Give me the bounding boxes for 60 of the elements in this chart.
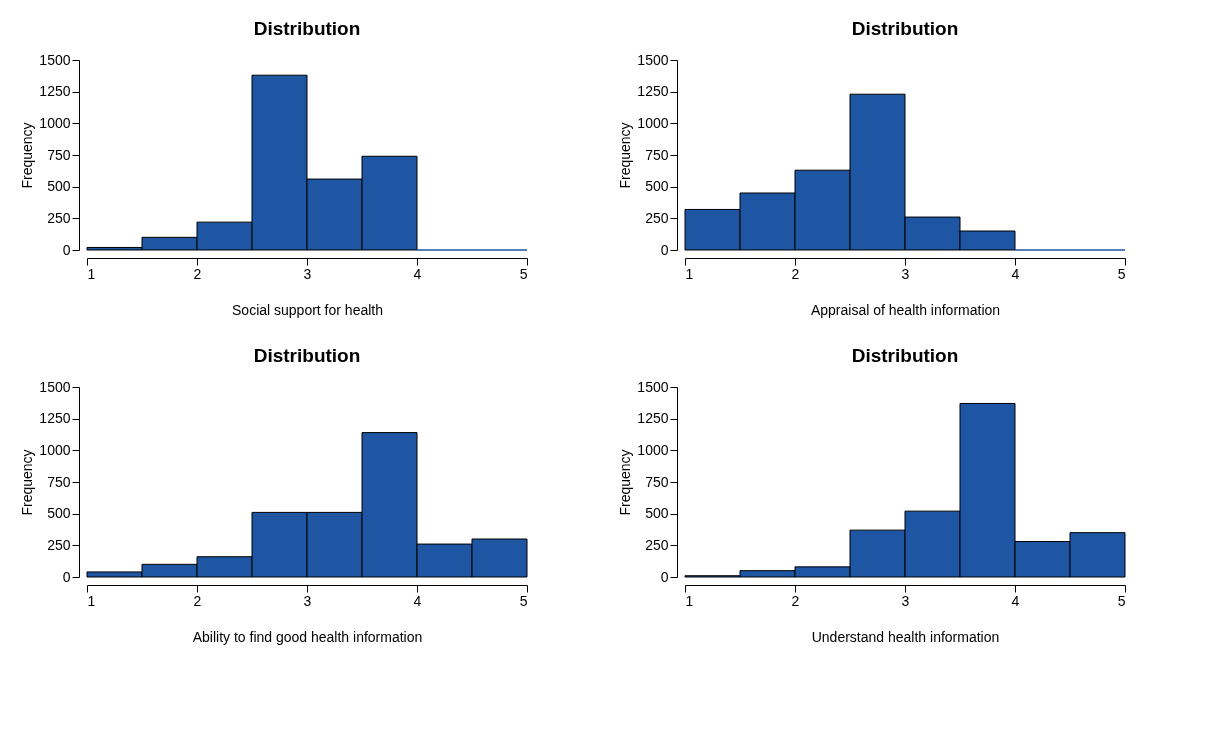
x-tick-label: 3: [901, 265, 910, 282]
x-tick-label: 1: [87, 592, 96, 609]
x-tick-label: 2: [193, 592, 202, 609]
y-tick-label: 500: [47, 178, 71, 195]
x-tick-label: 5: [1117, 592, 1126, 609]
y-tick-label: 1000: [637, 441, 669, 458]
x-tick-label: 2: [791, 592, 800, 609]
y-tick-label: 1500: [39, 378, 71, 395]
x-tick-label: 4: [413, 592, 422, 609]
chart-title: Distribution: [851, 345, 959, 366]
y-tick-label: 750: [47, 473, 71, 490]
y-tick-label: 250: [645, 536, 669, 553]
y-tick-label: 1500: [39, 51, 71, 68]
x-tick-label: 3: [303, 265, 312, 282]
y-axis-title: Frequency: [19, 449, 36, 516]
y-axis-title: Frequency: [617, 449, 634, 516]
x-tick-label: 1: [685, 592, 694, 609]
y-tick-label: 750: [645, 146, 669, 163]
y-tick-label: 1500: [637, 378, 669, 395]
x-tick-label: 2: [791, 265, 800, 282]
chart-title: Distribution: [253, 345, 361, 366]
y-tick-label: 0: [62, 241, 71, 258]
y-tick-label: 0: [62, 568, 71, 585]
y-axis-title: Frequency: [19, 122, 36, 189]
y-tick-label: 1250: [637, 410, 669, 427]
y-tick-label: 1500: [637, 51, 669, 68]
y-tick-label: 250: [47, 209, 71, 226]
x-axis-title: Appraisal of health information: [810, 301, 1001, 318]
x-tick-label: 4: [1011, 592, 1020, 609]
x-tick-label: 2: [193, 265, 202, 282]
y-tick-label: 1250: [39, 83, 71, 100]
chart-title: Distribution: [253, 18, 361, 39]
x-tick-label: 3: [901, 592, 910, 609]
x-axis-title: Ability to find good health information: [192, 628, 423, 645]
x-tick-label: 5: [1117, 265, 1126, 282]
x-tick-label: 1: [685, 265, 694, 282]
y-tick-label: 1250: [39, 410, 71, 427]
y-tick-label: 250: [645, 209, 669, 226]
y-tick-label: 1000: [637, 114, 669, 131]
chart-title: Distribution: [851, 18, 959, 39]
y-tick-label: 1250: [637, 83, 669, 100]
x-tick-label: 5: [519, 265, 528, 282]
x-tick-label: 1: [87, 265, 96, 282]
y-tick-label: 750: [47, 146, 71, 163]
y-tick-label: 1000: [39, 441, 71, 458]
y-axis-title: Frequency: [617, 122, 634, 189]
y-tick-label: 500: [645, 178, 669, 195]
x-tick-label: 4: [1011, 265, 1020, 282]
y-tick-label: 0: [660, 241, 669, 258]
y-tick-label: 500: [47, 505, 71, 522]
y-tick-label: 0: [660, 568, 669, 585]
x-axis-title: Understand health information: [811, 628, 1000, 645]
y-tick-label: 750: [645, 473, 669, 490]
y-tick-label: 1000: [39, 114, 71, 131]
x-tick-label: 4: [413, 265, 422, 282]
x-axis-title: Social support for health: [232, 301, 383, 318]
y-tick-label: 250: [47, 536, 71, 553]
x-tick-label: 5: [519, 592, 528, 609]
x-tick-label: 3: [303, 592, 312, 609]
y-tick-label: 500: [645, 505, 669, 522]
